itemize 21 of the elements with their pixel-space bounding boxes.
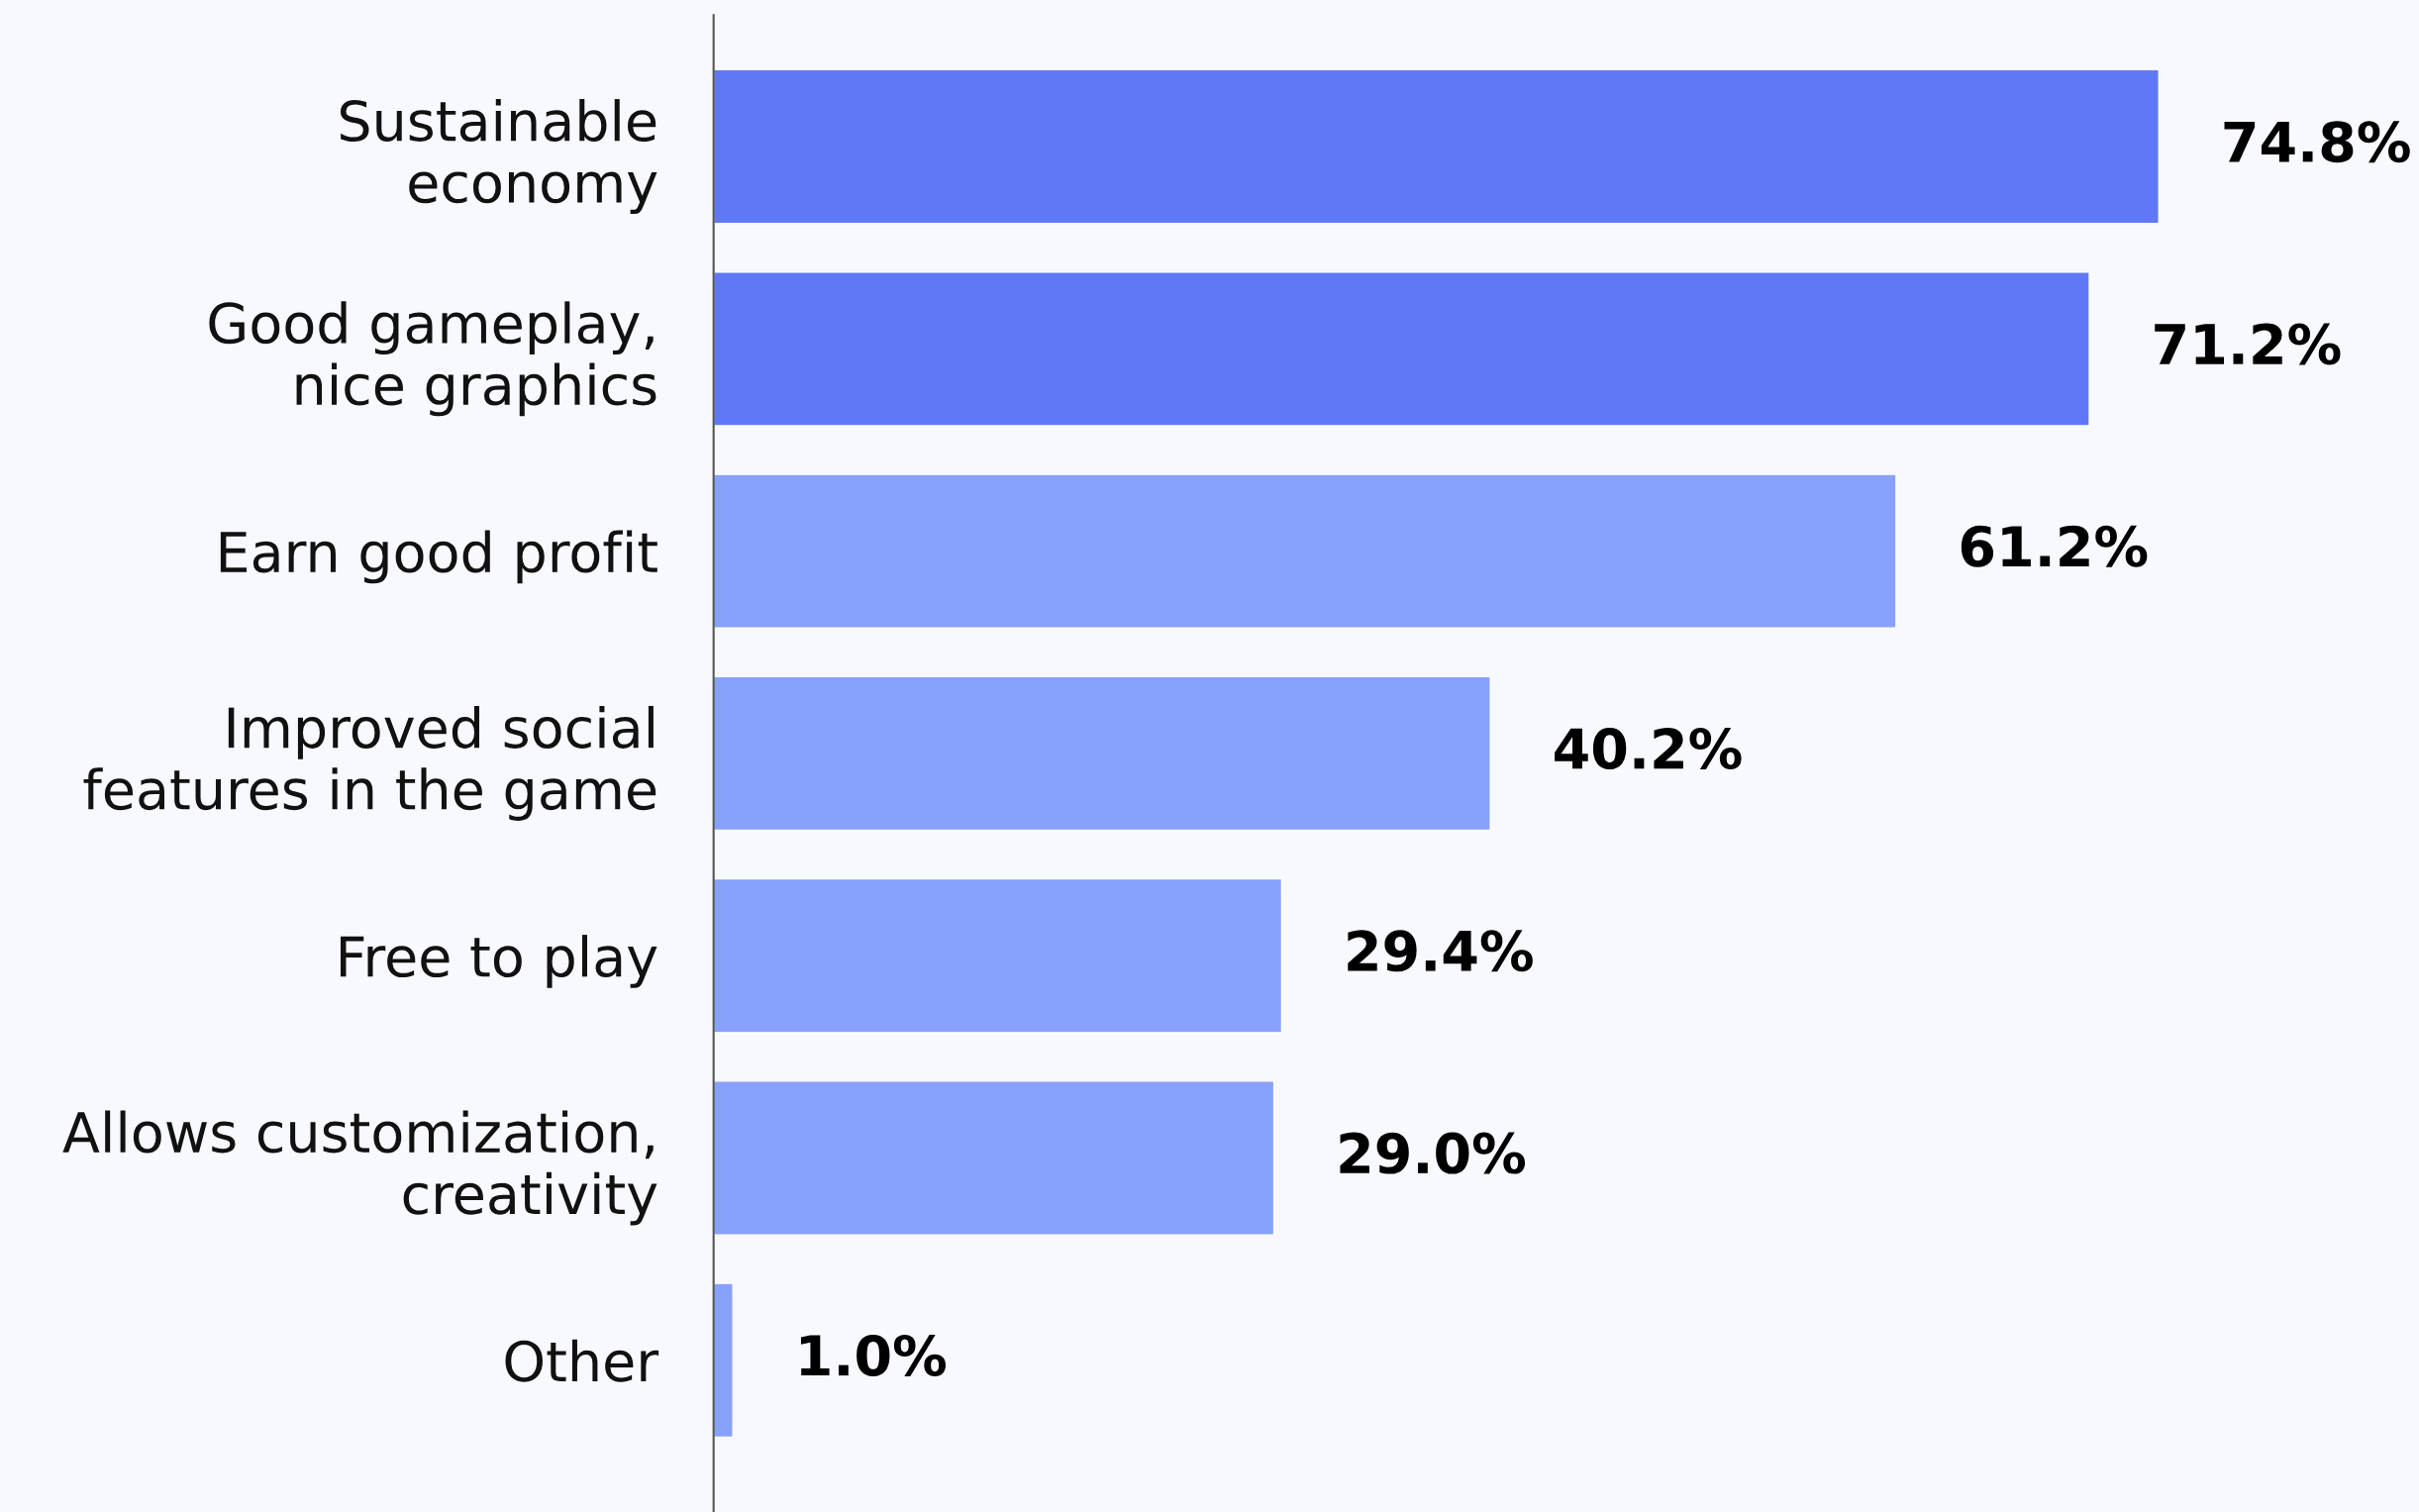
- y-tick-label: Other: [505, 1339, 659, 1382]
- data-label: 61.2%: [1961, 525, 2148, 567]
- y-tick-label: Good gameplay, nice graphics: [209, 301, 656, 417]
- data-label: 74.8%: [2224, 121, 2410, 163]
- y-tick-label: Sustainable economy: [340, 99, 657, 215]
- data-label: 40.2%: [1555, 728, 1742, 770]
- bar: [713, 68, 2160, 225]
- y-tick-label: Allows customization, creativity: [62, 1110, 657, 1226]
- bar: [713, 271, 2090, 427]
- bar: [713, 1080, 1275, 1236]
- y-tick-label: Improved social features in the game: [83, 705, 656, 821]
- bar: [713, 473, 1897, 629]
- bar: [713, 877, 1283, 1034]
- bar: [713, 1282, 734, 1439]
- y-tick-label: Free to play: [340, 935, 657, 988]
- data-label: 29.4%: [1348, 930, 1533, 972]
- y-tick-label: Earn good profit: [220, 530, 657, 584]
- data-label: 71.2%: [2155, 323, 2341, 365]
- data-label: 1.0%: [800, 1334, 947, 1376]
- data-label: 29.0%: [1340, 1132, 1526, 1174]
- bar: [713, 675, 1491, 832]
